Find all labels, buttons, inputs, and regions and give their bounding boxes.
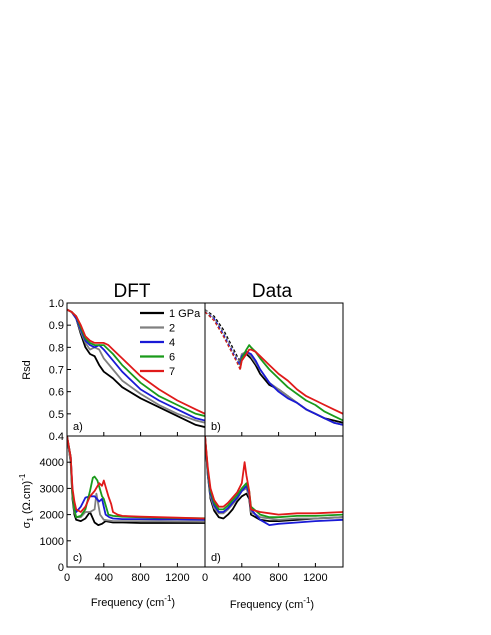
x-axis-label-right-main: Frequency (cm [230,599,303,611]
series-line-3 [205,436,343,519]
y-tick-label: 3000 [40,483,64,495]
series-line-4 [239,348,343,415]
series-line-3 [67,308,205,417]
x-tick-label: 800 [131,572,149,584]
legend-label: 1 GPa [169,308,201,320]
y-tick-label: 4000 [40,457,64,469]
series-line-0 [67,308,205,428]
series-line-4 [67,436,205,520]
x-tick-label: 400 [95,572,113,584]
x-axis-label-right: Frequency (cm-1) [230,596,314,611]
y-tick-label: 1.0 [49,298,64,310]
y-tick-label: 2000 [40,510,64,522]
plot-frame [204,435,344,568]
series-line-1 [67,308,205,424]
series-line-3 [67,436,205,520]
x-tick-label: 800 [269,572,287,584]
series-group [205,436,343,526]
series-line-4 [67,308,205,415]
series-line-2 [205,436,343,526]
series-group [67,436,205,526]
y-axis-label-rsd: Rsd [21,360,33,380]
panel-letter: b) [211,421,221,433]
legend-label: 7 [169,366,175,378]
legend-label: 6 [169,352,175,364]
x-axis-label-left-sup: -1 [164,594,172,603]
panel-d: 0 400 800 1200 d) [202,435,344,584]
series-dashed-4 [205,311,241,370]
x-axis-label-right-close: ) [310,599,314,611]
panel-letter: a) [73,421,83,433]
x-axis-label-left-close: ) [171,597,175,609]
y-axis-label-sigma-sup: -1 [18,473,27,481]
col-title-data: Data [252,281,293,302]
y-tick-label: 0 [58,562,64,574]
legend-label: 2 [169,323,175,335]
legend-label: 4 [169,337,175,349]
series-line-1 [67,436,205,523]
y-axis-label-sigma-sub: 1 [26,517,35,522]
series-line-0 [205,436,343,522]
series-line-2 [67,436,205,521]
y-tick-label: 0.9 [49,320,64,332]
panel-a: 0.4 0.5 0.6 0.7 0.8 0.9 1.0 a) 1 GPa 2 4 6 7 [49,298,206,443]
y-axis-label-sigma-unit: (Ω.cm) [21,481,33,514]
col-title-dft: DFT [114,281,151,302]
x-tick-label: 0 [202,572,208,584]
x-axis-label-left: Frequency (cm-1) [91,594,175,609]
y-tick-label: 0.8 [49,342,64,354]
series-group [205,309,343,426]
y-tick-label: 0.5 [49,409,64,421]
series-line-3 [239,344,343,422]
panel-letter: d) [211,552,221,564]
y-axis-label-sigma-main: σ [21,521,33,528]
y-tick-label: 1000 [40,536,64,548]
y-tick-label: 0.7 [49,365,64,377]
x-axis-label-right-sup: -1 [303,596,311,605]
x-tick-label: 1200 [165,572,189,584]
series-dashed-0 [205,309,241,361]
panels-layer: 0.4 0.5 0.6 0.7 0.8 0.9 1.0 a) 1 GPa 2 4 6 7 b) 0 1000 2… [40,298,344,584]
series-dashed-1 [205,309,241,364]
x-tick-label: 1200 [303,572,327,584]
x-tick-label: 0 [64,572,70,584]
y-tick-label: 0.6 [49,387,64,399]
series-line-4 [205,436,343,516]
legend: 1 GPa 2 4 6 7 [140,308,201,378]
x-tick-label: 400 [233,572,251,584]
panel-c: 0 1000 2000 3000 4000 0 400 800 1200 c) [40,435,206,584]
y-tick-label: 0.4 [49,431,64,443]
panel-letter: c) [73,552,82,564]
y-axis-label-sigma: σ1 (Ω.cm)-1 [18,473,35,528]
series-group [67,308,205,428]
panel-b: b) [204,302,344,437]
x-axis-label-left-main: Frequency (cm [91,597,164,609]
series-dashed-2 [205,311,241,366]
